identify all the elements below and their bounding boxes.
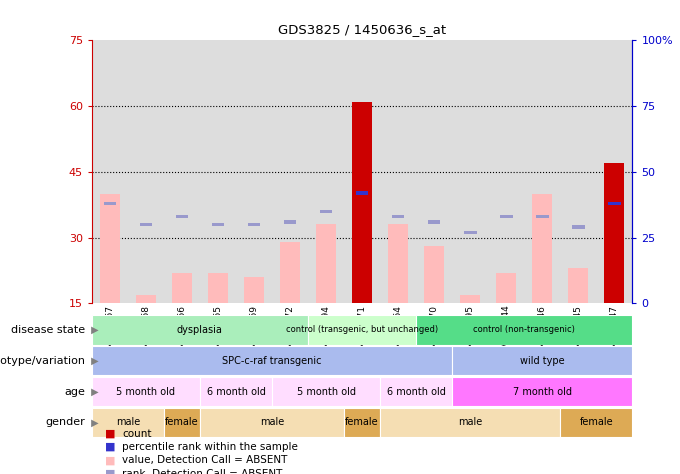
Bar [100, 194, 120, 303]
Text: ■: ■ [105, 428, 116, 439]
Text: ▶: ▶ [88, 417, 99, 428]
Bar [416, 315, 632, 345]
Text: value, Detection Call = ABSENT: value, Detection Call = ABSENT [122, 455, 288, 465]
Text: ■: ■ [105, 468, 116, 474]
Bar [103, 201, 116, 205]
Text: female: female [579, 417, 613, 428]
Text: ▶: ▶ [88, 386, 99, 397]
Text: ▶: ▶ [88, 325, 99, 335]
Bar [92, 377, 200, 406]
Bar [388, 225, 408, 303]
Text: age: age [64, 386, 85, 397]
Text: count: count [122, 428, 152, 439]
Bar [92, 408, 164, 437]
Bar [380, 408, 560, 437]
Text: control (transgenic, but unchanged): control (transgenic, but unchanged) [286, 326, 438, 334]
Text: ▶: ▶ [88, 356, 99, 366]
Bar [568, 268, 588, 303]
Text: rank, Detection Call = ABSENT: rank, Detection Call = ABSENT [122, 468, 283, 474]
Bar [560, 408, 632, 437]
Bar [392, 215, 405, 219]
Text: male: male [458, 417, 482, 428]
Title: GDS3825 / 1450636_s_at: GDS3825 / 1450636_s_at [278, 23, 446, 36]
Bar [452, 346, 632, 375]
Bar [320, 210, 333, 213]
Bar [200, 377, 272, 406]
Bar [284, 220, 296, 224]
Text: control (non-transgenic): control (non-transgenic) [473, 326, 575, 334]
Text: male: male [116, 417, 140, 428]
Bar [308, 315, 416, 345]
Text: female: female [165, 417, 199, 428]
Text: 6 month old: 6 month old [387, 386, 445, 397]
Bar [532, 194, 552, 303]
Bar [500, 215, 513, 219]
Text: 6 month old: 6 month old [207, 386, 265, 397]
Bar [316, 225, 336, 303]
Text: ■: ■ [105, 442, 116, 452]
Text: male: male [260, 417, 284, 428]
Bar [211, 223, 224, 226]
Bar [175, 215, 188, 219]
Text: 5 month old: 5 month old [296, 386, 356, 397]
Bar [352, 102, 372, 303]
Text: dysplasia: dysplasia [177, 325, 223, 335]
Text: disease state: disease state [11, 325, 85, 335]
Bar [92, 346, 452, 375]
Text: percentile rank within the sample: percentile rank within the sample [122, 442, 299, 452]
Bar [280, 242, 300, 303]
Bar [344, 408, 380, 437]
Bar [272, 377, 380, 406]
Bar [244, 277, 264, 303]
Text: genotype/variation: genotype/variation [0, 356, 85, 366]
Bar [428, 220, 441, 224]
Bar [464, 230, 477, 234]
Bar [572, 225, 585, 229]
Bar [208, 273, 228, 303]
Bar [380, 377, 452, 406]
Bar [608, 201, 621, 205]
Bar [356, 191, 369, 195]
Text: gender: gender [46, 417, 85, 428]
Bar [424, 246, 444, 303]
Bar [136, 295, 156, 303]
Text: wild type: wild type [520, 356, 564, 366]
Bar [164, 408, 200, 437]
Text: 7 month old: 7 month old [513, 386, 572, 397]
Bar [172, 273, 192, 303]
Bar [248, 223, 260, 226]
Text: 5 month old: 5 month old [116, 386, 175, 397]
Text: female: female [345, 417, 379, 428]
Bar [536, 215, 549, 219]
Bar [200, 408, 344, 437]
Text: ■: ■ [105, 455, 116, 465]
Bar [496, 273, 516, 303]
Text: SPC-c-raf transgenic: SPC-c-raf transgenic [222, 356, 322, 366]
Bar [605, 163, 624, 303]
Bar [139, 223, 152, 226]
Bar [452, 377, 632, 406]
Bar [460, 295, 480, 303]
Bar [92, 315, 308, 345]
